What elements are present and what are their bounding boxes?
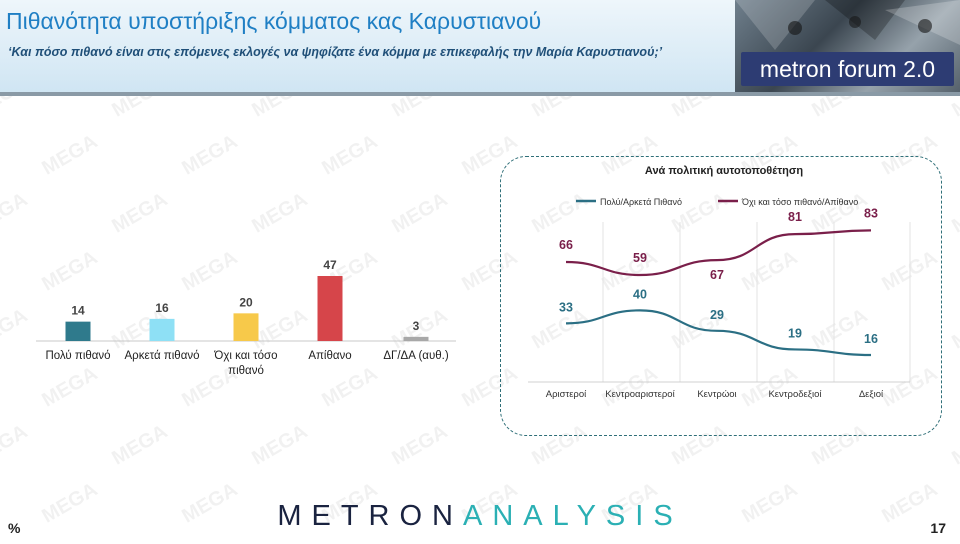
bar-category-label: Όχι και τόσο πιθανό <box>213 350 277 377</box>
line-category-label: Κεντροαριστεροί <box>605 389 675 400</box>
line-category-label: Αριστεροί <box>546 389 587 400</box>
slide-title: Πιθανότητα υποστήριξης κόμματος κας Καρυ… <box>6 8 542 34</box>
line-data-label: 67 <box>710 268 724 282</box>
header-divider <box>0 92 960 96</box>
line-data-label: 66 <box>559 238 573 252</box>
bar-category-label: Αρκετά πιθανό <box>125 350 200 362</box>
slide-subtitle: ‘Και πόσο πιθανό είναι στις επόμενες εκλ… <box>8 45 663 59</box>
line-data-label: 16 <box>864 332 878 346</box>
line-series-1 <box>565 309 872 357</box>
bar-category-label: ΔΓ/ΔΑ (αυθ.) <box>383 350 448 362</box>
legend-label: Πολύ/Αρκετά Πιθανό <box>600 197 682 207</box>
brand-part1: METRON <box>277 500 463 532</box>
logo-text: metron forum 2.0 <box>741 52 954 86</box>
line-category-label: Δεξιοί <box>859 389 884 400</box>
line-data-label: 19 <box>788 326 802 340</box>
line-chart-title: Ανά πολιτική αυτοτοποθέτηση <box>645 165 803 177</box>
bar-2 <box>149 318 175 341</box>
legend-label: Όχι και τόσο πιθανό/Απίθανο <box>741 197 858 207</box>
bar-5 <box>403 336 429 341</box>
line-data-label: 83 <box>864 206 878 220</box>
line-category-label: Κεντροδεξιοί <box>768 389 822 400</box>
bar-value-label: 47 <box>323 258 337 272</box>
unit-label: % <box>8 520 21 536</box>
line-data-label: 40 <box>633 287 647 301</box>
line-data-label: 33 <box>559 300 573 314</box>
line-series-2 <box>565 229 872 277</box>
charts-canvas: 14 16 20 47 3 Πολύ πιθανό Αρκετά πιθανό Όχι και… <box>36 165 911 400</box>
bar-value-label: 3 <box>413 319 420 333</box>
bar-3 <box>233 313 259 341</box>
bar-category-label: Απίθανο <box>308 350 351 362</box>
bar-value-label: 20 <box>239 295 253 309</box>
bar-4 <box>317 276 343 341</box>
line-chart-panel <box>500 156 942 436</box>
bar-value-label: 16 <box>155 301 169 315</box>
bar-value-label: 14 <box>71 304 85 318</box>
brand-part2: ANALYSIS <box>462 500 683 532</box>
line-data-label: 59 <box>633 251 647 265</box>
line-data-label: 29 <box>710 308 724 322</box>
bar-1 <box>65 321 91 341</box>
bar-category-label: Πολύ πιθανό <box>45 350 110 362</box>
line-category-label: Κεντρώοι <box>697 389 736 400</box>
line-data-label: 81 <box>788 210 802 224</box>
page-number: 17 <box>930 520 946 536</box>
logo-photo-art <box>735 0 960 50</box>
metron-forum-logo: metron forum 2.0 <box>735 0 960 92</box>
metron-analysis-brand: METRONANALYSIS <box>0 500 960 533</box>
slide-header: Πιθανότητα υποστήριξης κόμματος κας Καρυ… <box>0 0 960 96</box>
